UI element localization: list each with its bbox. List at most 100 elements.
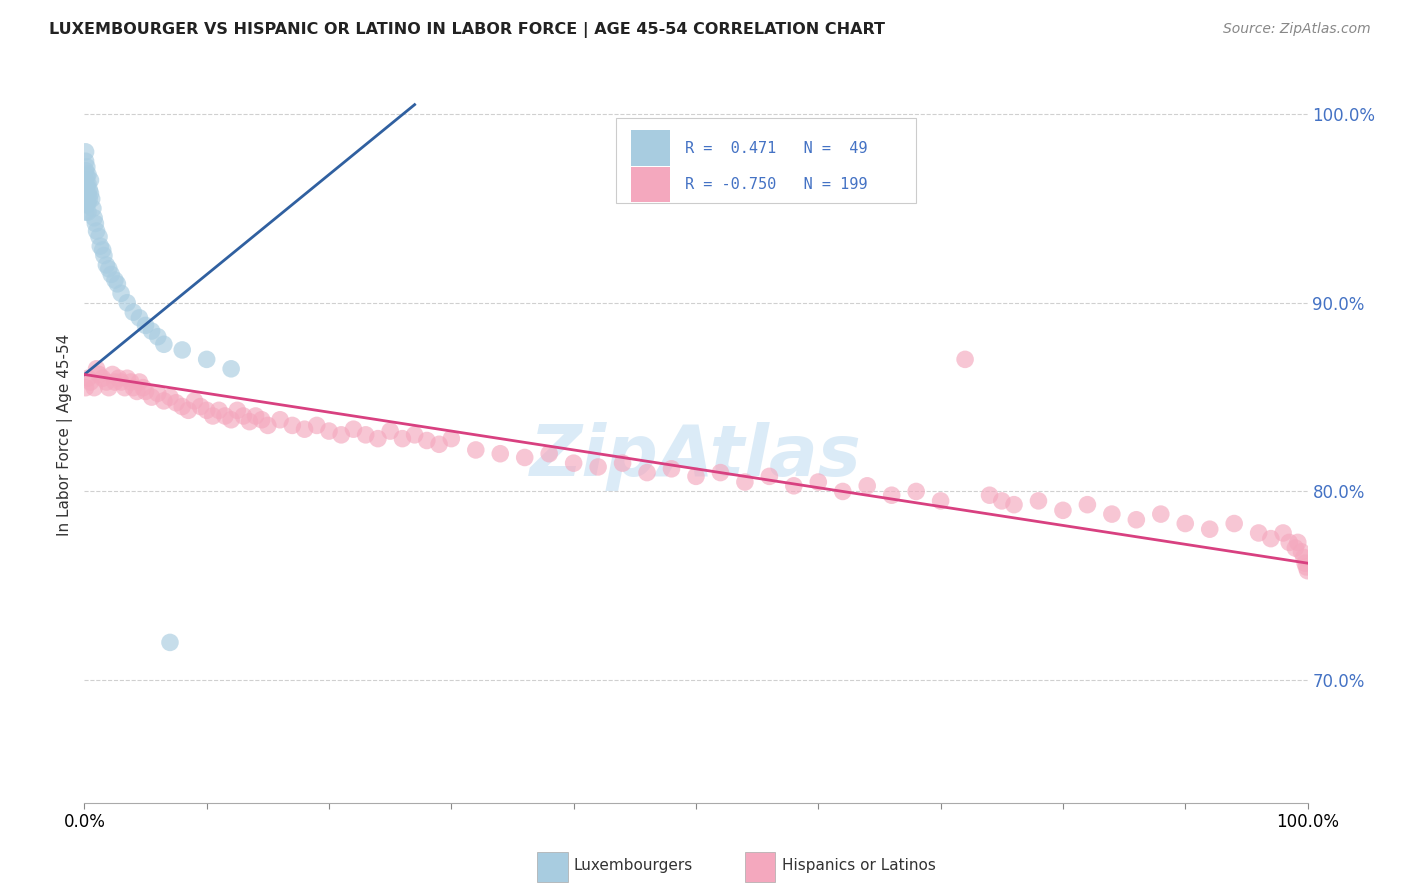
Point <box>172 400 194 414</box>
Text: R =  0.471   N =  49: R = 0.471 N = 49 <box>685 141 868 155</box>
Point <box>1286 535 1309 549</box>
Y-axis label: In Labor Force | Age 45-54: In Labor Force | Age 45-54 <box>58 334 73 536</box>
Point <box>489 447 512 461</box>
Point <box>122 305 145 319</box>
Point <box>77 205 100 219</box>
Point <box>685 469 707 483</box>
Point <box>89 239 111 253</box>
Point <box>232 409 254 423</box>
Point <box>880 488 903 502</box>
Point <box>464 442 486 457</box>
Point <box>1174 516 1197 531</box>
Point <box>367 432 389 446</box>
Point <box>305 418 328 433</box>
Point <box>856 479 879 493</box>
Point <box>86 361 108 376</box>
Point <box>122 381 145 395</box>
Point <box>91 243 114 257</box>
Point <box>135 318 157 333</box>
Point <box>93 249 115 263</box>
Point <box>1292 550 1315 565</box>
Point <box>77 186 100 201</box>
Point <box>80 192 103 206</box>
Point <box>1052 503 1074 517</box>
Point <box>107 371 129 385</box>
Text: Source: ZipAtlas.com: Source: ZipAtlas.com <box>1223 22 1371 37</box>
Point <box>562 456 585 470</box>
Point <box>76 197 98 211</box>
Point <box>238 415 260 429</box>
Point <box>354 428 377 442</box>
Point <box>831 484 853 499</box>
Point <box>84 217 107 231</box>
Point <box>82 202 104 216</box>
Point <box>214 409 236 423</box>
Point <box>380 424 402 438</box>
Point <box>219 361 242 376</box>
Point <box>104 375 127 389</box>
Point <box>87 229 110 244</box>
Text: LUXEMBOURGER VS HISPANIC OR LATINO IN LABOR FORCE | AGE 45-54 CORRELATION CHART: LUXEMBOURGER VS HISPANIC OR LATINO IN LA… <box>49 22 886 38</box>
Point <box>76 178 98 193</box>
Point <box>245 409 267 423</box>
Point <box>661 462 683 476</box>
Bar <box>537 852 568 881</box>
Point <box>195 352 218 367</box>
Point <box>427 437 450 451</box>
Point <box>104 273 127 287</box>
Bar <box>745 852 776 881</box>
Point <box>905 484 928 499</box>
Point <box>75 205 97 219</box>
Point <box>83 211 105 225</box>
Point <box>342 422 364 436</box>
Point <box>257 418 280 433</box>
Point <box>172 343 194 357</box>
Point <box>77 182 100 196</box>
Point <box>758 469 780 483</box>
Point <box>281 418 304 433</box>
Point <box>77 371 100 385</box>
Point <box>183 393 205 408</box>
Point <box>979 488 1001 502</box>
Point <box>1284 541 1306 555</box>
Bar <box>616 119 917 203</box>
Point <box>159 390 181 404</box>
Point <box>75 173 97 187</box>
Point <box>1002 498 1025 512</box>
Point <box>330 428 353 442</box>
Point <box>77 192 100 206</box>
Point <box>77 168 100 182</box>
Point <box>75 145 97 159</box>
Point <box>153 337 176 351</box>
Point <box>250 413 273 427</box>
Point <box>219 413 242 427</box>
Point <box>1291 545 1313 559</box>
Point <box>97 261 120 276</box>
Point <box>1101 507 1123 521</box>
Point <box>1247 526 1270 541</box>
Point <box>135 384 157 399</box>
Bar <box>631 167 671 202</box>
Point <box>929 494 952 508</box>
Point <box>165 396 187 410</box>
Point <box>440 432 463 446</box>
Point <box>125 384 148 399</box>
Point <box>146 386 169 401</box>
Point <box>75 178 97 193</box>
Point <box>141 390 163 404</box>
Point <box>110 286 132 301</box>
Point <box>1296 564 1319 578</box>
Point <box>159 635 181 649</box>
Point <box>177 403 200 417</box>
Point <box>115 295 138 310</box>
Point <box>190 400 212 414</box>
Text: R = -0.750   N = 199: R = -0.750 N = 199 <box>685 177 868 192</box>
Point <box>294 422 316 436</box>
Point <box>807 475 830 489</box>
Point <box>636 466 658 480</box>
Point <box>75 154 97 169</box>
Point <box>77 177 100 191</box>
Point <box>75 381 97 395</box>
Point <box>101 368 124 382</box>
Point <box>120 375 142 389</box>
